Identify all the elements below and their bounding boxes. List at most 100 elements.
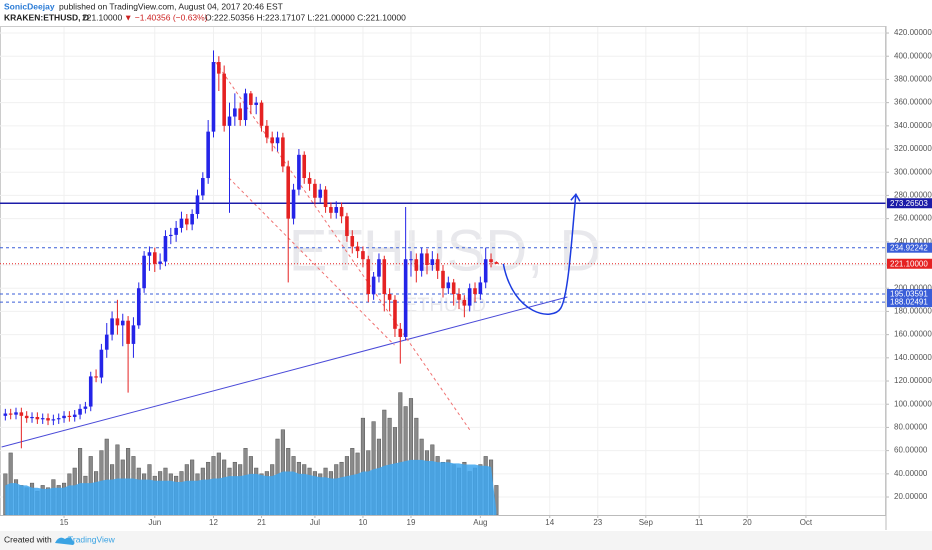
- candle-body: [478, 282, 483, 295]
- y-tick-label: 400.00000: [894, 51, 932, 60]
- author[interactable]: SonicDeejay: [4, 1, 55, 11]
- candle-body: [355, 246, 360, 252]
- candle-body: [88, 376, 93, 407]
- candle-body: [115, 318, 120, 326]
- candle-body: [19, 412, 24, 416]
- x-tick-label: Aug: [473, 518, 487, 527]
- footer-logo: [55, 537, 75, 545]
- candle-body: [51, 419, 56, 421]
- candle-body: [83, 406, 88, 409]
- candle-body: [142, 255, 146, 289]
- candle-body: [152, 252, 157, 264]
- candle-body: [78, 408, 82, 415]
- candle-body: [14, 412, 18, 415]
- candle-body: [313, 183, 317, 198]
- candle-body: [286, 166, 291, 219]
- candle-body: [366, 259, 371, 295]
- candle-body: [40, 418, 45, 420]
- candle-body: [206, 131, 210, 179]
- x-tick-label: Jul: [310, 518, 320, 527]
- candle-body: [339, 207, 344, 217]
- candle-body: [281, 137, 285, 167]
- y-tick-label: 40.00000: [894, 469, 928, 478]
- level-label: 234.92242: [890, 243, 928, 252]
- candle-body: [451, 282, 456, 295]
- candle-body: [318, 189, 323, 198]
- candle-body: [126, 320, 130, 344]
- y-tick-label: 320.00000: [894, 144, 932, 153]
- candle-body: [265, 125, 269, 138]
- y-tick-label: 340.00000: [894, 121, 932, 130]
- candle-body: [259, 102, 264, 126]
- candle-body: [233, 108, 237, 117]
- candle-body: [147, 252, 152, 256]
- candle-body: [403, 259, 408, 337]
- candle-body: [217, 62, 221, 74]
- candle-body: [345, 216, 349, 237]
- candle-body: [62, 415, 66, 419]
- candle-body: [179, 218, 184, 228]
- candle-body: [222, 73, 226, 126]
- level-label-box: [887, 198, 932, 209]
- candle-body: [163, 236, 168, 262]
- candle-body: [446, 282, 451, 289]
- candle-body: [430, 259, 435, 266]
- y-tick-label: 280.00000: [894, 191, 932, 200]
- y-tick-label: 200.00000: [894, 283, 932, 292]
- candle-body: [243, 93, 248, 121]
- candle-body: [249, 93, 253, 105]
- candle-body: [467, 288, 472, 306]
- y-tick-label: 120.00000: [894, 376, 932, 385]
- candle-body: [291, 189, 296, 219]
- candle-body: [67, 415, 72, 417]
- candle-body: [371, 276, 376, 295]
- candle-body: [393, 299, 397, 329]
- change: ▼ −1.40356 (−0.63%): [124, 12, 208, 22]
- y-tick-label: 300.00000: [894, 167, 932, 176]
- candle-body: [350, 236, 355, 247]
- candle-body: [3, 413, 8, 416]
- x-tick-label: 15: [60, 518, 69, 527]
- y-tick-label: 100.00000: [894, 399, 932, 408]
- watermark: ETHUSD, D: [289, 218, 602, 283]
- y-tick-label: 180.00000: [894, 307, 932, 316]
- candle-body: [46, 418, 50, 421]
- candle-body: [24, 415, 29, 419]
- y-tick-label: 260.00000: [894, 214, 932, 223]
- footer-created: Created with: [4, 534, 52, 544]
- x-tick-label: 23: [593, 518, 602, 527]
- candle-body: [323, 189, 328, 208]
- level-label-box: [887, 258, 932, 269]
- candle-body: [361, 251, 365, 260]
- candle-body: [297, 154, 301, 190]
- projection-arrow: [570, 192, 581, 202]
- y-tick-label: 360.00000: [894, 98, 932, 107]
- x-tick-label: 19: [407, 518, 416, 527]
- candle-body: [174, 227, 178, 235]
- footer-brand[interactable]: TradingView: [68, 534, 116, 544]
- candle-body: [414, 259, 419, 271]
- x-tick-label: Jun: [148, 518, 161, 527]
- candle-body: [190, 213, 194, 225]
- level-label: 273.26503: [890, 199, 928, 208]
- plot: [0, 27, 886, 516]
- volume-area: [5, 459, 497, 515]
- candle-body: [238, 108, 242, 121]
- candle-body: [8, 413, 13, 415]
- candle-body: [334, 207, 339, 213]
- candle-body: [382, 259, 387, 295]
- candle-body: [275, 137, 280, 144]
- published: published on TradingView.com, August 04,…: [59, 1, 283, 11]
- candle-body: [120, 320, 125, 326]
- projection-curve: [502, 194, 577, 315]
- candle-body: [195, 195, 200, 214]
- y-tick-label: 380.00000: [894, 75, 932, 84]
- candle-body: [104, 334, 109, 350]
- x-tick-label: Oct: [800, 518, 813, 527]
- y-tick-label: 20.00000: [894, 492, 928, 501]
- candle-body: [30, 416, 34, 419]
- candle-body: [211, 62, 216, 132]
- trend-line: [1, 296, 568, 448]
- y-tick-label: 160.00000: [894, 330, 932, 339]
- candle-body: [494, 262, 499, 264]
